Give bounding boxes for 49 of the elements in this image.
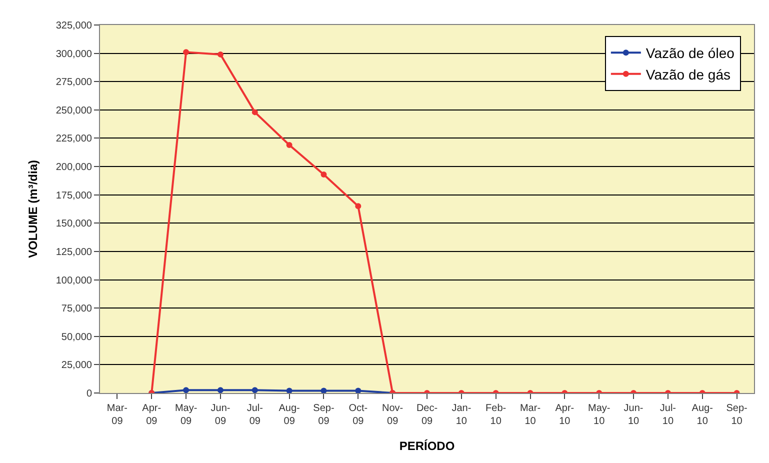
x-tick-label: Sep-09 [313,403,334,427]
legend-label: Vazão de óleo [646,45,735,62]
x-tick-label: Jun-09 [210,403,230,427]
point [252,109,258,116]
point [286,388,292,393]
y-tick-label: 150,000 [56,218,92,230]
y-tick-label: 275,000 [56,77,92,88]
y-tick-label: 225,000 [56,134,92,145]
x-tick-label: Mar-10 [520,403,541,427]
y-axis-title: VOLUME (m³/dia) [26,160,40,258]
x-tick-label: May-09 [174,403,198,427]
point [320,388,327,393]
x-tick-label: Apr-10 [555,403,574,427]
y-tick-label: 200,000 [56,162,92,174]
point [355,203,362,210]
x-tick-label: Jul-10 [660,403,676,427]
point [183,387,190,393]
x-tick-label: Jul-09 [246,403,263,427]
x-tick-label: Feb-10 [486,403,506,427]
point [217,387,224,393]
y-tick-label: 100,000 [56,275,92,286]
point [183,49,190,56]
point [320,171,327,178]
x-tick-label: Aug-09 [278,403,300,427]
x-tick-label: Jan-10 [452,403,472,427]
y-tick-label: 50,000 [61,332,92,343]
point [217,51,224,58]
y-tick-label: 0 [86,388,92,400]
x-tick-label: Mar-09 [106,403,128,427]
y-tick-label: 125,000 [56,246,92,258]
y-tick-label: 300,000 [56,48,92,60]
y-tick-label: 175,000 [56,190,92,202]
x-axis-title: PERÍODO [399,438,455,453]
y-tick-label: 250,000 [56,105,92,116]
point [355,388,362,393]
y-tick-label: 25,000 [61,360,92,372]
x-tick-label: Apr-09 [142,403,162,427]
y-tick-label: 325,000 [56,20,92,32]
x-tick-label: Jun-10 [624,403,644,427]
x-tick-label: Nov-09 [382,403,404,427]
point [252,387,258,393]
x-tick-label: Dec-09 [416,403,438,427]
x-tick-label: Oct-09 [348,403,368,427]
x-tick-label: Sep-10 [726,403,748,427]
x-tick-label: Aug-10 [692,403,713,427]
legend-label: Vazão de gás [646,66,731,82]
point [286,142,292,148]
y-tick-label: 75,000 [61,304,92,315]
x-tick-label: May-10 [588,403,610,427]
